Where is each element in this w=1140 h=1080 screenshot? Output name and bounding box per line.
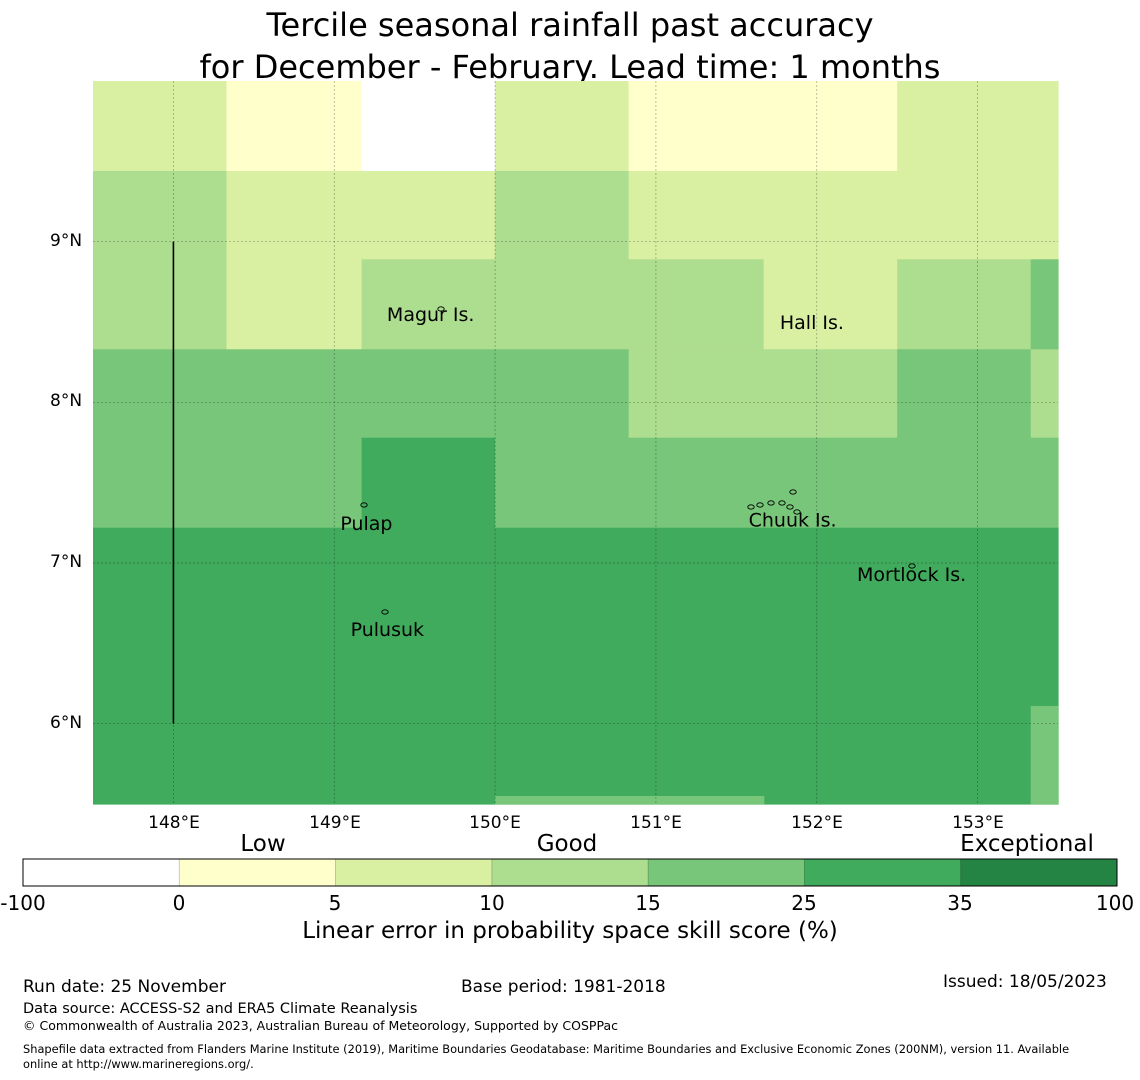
skill-cell — [897, 259, 1032, 350]
colorbar — [22, 858, 1118, 887]
title-line-2: for December - February. Lead time: 1 mo… — [199, 48, 941, 86]
colorbar-category-exceptional: Exceptional — [960, 831, 1094, 857]
data-source: Data source: ACCESS-S2 and ERA5 Climate … — [23, 1001, 418, 1017]
skill-cell — [628, 259, 765, 350]
island-shapes: Magur Is. Hall Is. Pulap Chuuk Is. Mortlock … — [340, 304, 966, 641]
island-outline — [908, 563, 916, 569]
island-outline — [747, 504, 755, 510]
colorbar-tick-label: 10 — [479, 891, 505, 915]
skill-cell — [226, 171, 363, 350]
skill-cell — [361, 171, 496, 260]
island-outline — [786, 504, 794, 510]
colorbar-swatch — [804, 859, 962, 886]
colorbar-category-good: Good — [536, 831, 598, 857]
skill-cell — [897, 171, 1032, 260]
shapefile-credit-line-1: Shapefile data extracted from Flanders M… — [23, 1042, 1070, 1056]
run-date: Run date: 25 November — [23, 977, 226, 997]
skill-cells — [93, 81, 1059, 805]
island-outline — [756, 502, 764, 508]
island-label: Magur Is. — [387, 304, 475, 326]
skill-cell — [1030, 706, 1059, 805]
skill-cell — [93, 527, 1059, 805]
skill-cell — [1030, 437, 1059, 529]
skill-cell — [361, 81, 496, 172]
island-outline — [767, 500, 775, 506]
chart-title: Tercile seasonal rainfall past accuracy … — [0, 4, 1140, 88]
lon-tick-label: 153°E — [952, 813, 1004, 833]
colorbar-swatch — [491, 859, 649, 886]
colorbar-swatch — [335, 859, 493, 886]
skill-cell — [897, 81, 1059, 172]
skill-cell — [628, 349, 898, 439]
colorbar-tick-label: 100 — [1095, 891, 1135, 915]
colorbar-swatch — [960, 859, 1118, 886]
skill-cell — [495, 796, 765, 805]
skill-cell — [628, 81, 898, 172]
skill-cell — [93, 349, 363, 529]
lat-tick-label: 9°N — [50, 231, 83, 251]
island-outline — [381, 609, 389, 615]
island-label: Hall Is. — [780, 312, 844, 334]
island-label: Mortlock Is. — [857, 564, 966, 586]
skill-cell — [495, 81, 630, 172]
skill-cell — [93, 81, 228, 172]
skill-cell — [628, 171, 765, 260]
colorbar-category-low: Low — [240, 831, 286, 857]
lon-tick-label: 151°E — [630, 813, 682, 833]
skill-cell — [897, 349, 1032, 529]
shapefile-credit-line-2: online at http://www.marineregions.org/. — [23, 1057, 254, 1071]
colorbar-swatch — [179, 859, 336, 886]
colorbar-tick-label: 15 — [635, 891, 661, 915]
island-label: Pulusuk — [351, 619, 424, 641]
island-outline — [437, 306, 445, 312]
skill-cell — [495, 349, 630, 529]
island-label: Chuuk Is. — [749, 510, 837, 532]
colorbar-tick-label: 0 — [172, 891, 186, 915]
skill-cell — [1030, 259, 1059, 350]
skill-cell — [361, 349, 496, 439]
island-outline — [778, 500, 786, 506]
lon-tick-label: 148°E — [148, 813, 200, 833]
base-period: Base period: 1981-2018 — [461, 977, 666, 997]
island-label: Pulap — [340, 513, 392, 535]
lat-tick-label: 7°N — [50, 552, 83, 572]
skill-cell — [93, 171, 228, 350]
copyright: © Commonwealth of Australia 2023, Austra… — [23, 1018, 618, 1033]
skill-cell — [1030, 349, 1059, 439]
skill-cell — [361, 437, 496, 529]
skill-cell — [226, 81, 363, 172]
island-outline — [360, 502, 368, 508]
colorbar-swatch — [23, 859, 180, 886]
skill-cell — [495, 171, 630, 350]
island-outline — [789, 489, 797, 495]
graticule — [93, 81, 1058, 804]
colorbar-swatch — [648, 859, 805, 886]
lon-tick-label: 152°E — [791, 813, 843, 833]
skill-cell — [628, 437, 898, 529]
colorbar-label: Linear error in probability space skill … — [302, 918, 838, 944]
colorbar-tick-label: 25 — [791, 891, 817, 915]
island-outline — [793, 509, 801, 515]
skill-cell — [361, 259, 496, 350]
colorbar-tick-label: 35 — [947, 891, 973, 915]
title-line-1: Tercile seasonal rainfall past accuracy — [266, 6, 874, 44]
colorbar-tick-label: 5 — [328, 891, 342, 915]
skill-cell — [763, 171, 898, 350]
colorbar-tick-label: -100 — [0, 891, 46, 915]
skill-cell — [1030, 171, 1059, 260]
issued-date: Issued: 18/05/2023 — [943, 972, 1107, 992]
lon-tick-label: 149°E — [309, 813, 361, 833]
colorbar-frame — [22, 858, 1118, 887]
lat-tick-label: 8°N — [50, 391, 83, 411]
lon-tick-label: 150°E — [469, 813, 521, 833]
lat-tick-label: 6°N — [50, 713, 83, 733]
